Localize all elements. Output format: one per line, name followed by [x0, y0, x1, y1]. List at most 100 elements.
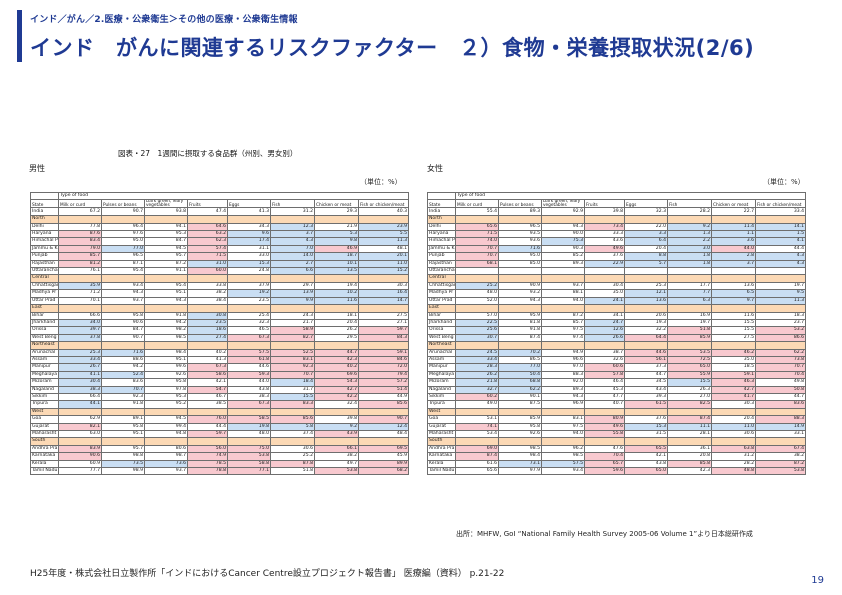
breadcrumb: インド／がん／2.医療・公衆衛生＞その他の医療・公衆衛生情報 [30, 15, 298, 25]
region-blank-cell [667, 274, 712, 283]
value-cell: 95.3 [144, 392, 188, 402]
column-header-fruits: Fruits [584, 199, 625, 209]
value-cell: 56.1 [624, 355, 668, 365]
value-cell: 20.6 [624, 311, 668, 320]
table-row: Nagaland 32.7 62.2 89.3 45.3 43.4 26.3 42.7 50.8 [427, 385, 807, 394]
region-blank-cell [667, 407, 712, 417]
state-name-cell: Chhattisgarh [427, 281, 456, 291]
value-cell: 32.4 [314, 400, 359, 409]
value-cell: 65.6 [455, 222, 499, 232]
value-cell: 76.0 [187, 415, 228, 424]
value-cell: 64.6 [187, 222, 228, 232]
region-blank-cell [314, 304, 359, 313]
value-cell: 32.3 [227, 318, 271, 328]
value-cell: 90.7 [101, 333, 145, 343]
value-cell: 76.1 [58, 267, 102, 276]
region-blank-cell [144, 304, 188, 313]
table-row: Mizoram 21.8 68.8 92.0 46.4 34.5 15.5 46.3 49.8 [427, 378, 807, 387]
value-cell: 79.4 [357, 370, 410, 380]
value-cell: 57.2 [357, 378, 410, 387]
region-blank-cell [58, 215, 102, 224]
value-cell: 21.7 [270, 318, 315, 328]
state-name-cell: Himachal P [30, 237, 59, 246]
value-cell: 31.7 [270, 385, 315, 394]
state-name-cell: Arunachal [30, 348, 59, 357]
value-cell: 29.7 [270, 281, 315, 291]
value-cell: 1.5 [754, 230, 807, 239]
region-blank-cell [187, 407, 228, 417]
value-cell: 11.4 [711, 222, 756, 232]
table-row: Maharasht 63.0 95.1 94.8 59.7 48.0 37.4 43.9 48.… [30, 429, 410, 439]
value-cell: 83.1 [541, 415, 585, 424]
region-blank-cell [584, 437, 625, 446]
value-cell: 49.7 [314, 459, 359, 469]
value-cell: 80.6 [144, 444, 188, 454]
table-row: Tamil Nadu 65.6 97.9 93.4 59.6 65.0 42.3 48.8 53… [427, 467, 807, 476]
table-row: Madhya Pr 48.0 93.2 88.1 35.0 12.1 7.7 6.5 9.5 [427, 289, 807, 298]
table-row: Madhya Pr 71.2 94.3 95.1 38.2 19.2 13.9 10.2 16.… [30, 289, 410, 298]
region-blank-cell [541, 274, 585, 283]
value-cell: 71.6 [101, 348, 145, 357]
value-cell: 95.4 [101, 267, 145, 276]
value-cell: 41.7 [711, 392, 756, 402]
region-blank-cell [498, 274, 542, 283]
value-cell: 77.1 [227, 467, 271, 476]
value-cell: 94.3 [498, 296, 542, 306]
header-blank [427, 191, 456, 201]
value-cell: 55.8 [584, 429, 625, 439]
value-cell: 19.2 [227, 289, 271, 298]
state-name-cell: Bihar [30, 311, 59, 320]
value-cell: 29.3 [314, 207, 359, 217]
value-cell: 30.3 [357, 281, 410, 291]
value-cell: 49.0 [455, 400, 499, 409]
table-row: Gujarat 74.1 95.8 97.5 49.6 15.3 11.1 11.0 14.9 [427, 422, 807, 432]
value-cell: 4.3 [754, 252, 807, 261]
value-cell: 30.8 [187, 311, 228, 320]
value-cell: 9.6 [227, 230, 271, 239]
region-label: North [30, 215, 59, 224]
value-cell: 33.4 [754, 207, 807, 217]
value-cell: 28.3 [455, 363, 499, 372]
value-cell: 89.3 [541, 385, 585, 394]
region-blank-cell [624, 437, 668, 446]
value-cell: 94.2 [101, 363, 145, 372]
value-cell [711, 267, 756, 276]
value-cell: 71.5 [187, 252, 228, 261]
state-name-cell: Maharasht [427, 429, 456, 439]
value-cell: 90.0 [541, 230, 585, 239]
value-cell: 42.1 [187, 378, 228, 387]
region-blank-cell [101, 341, 145, 350]
value-cell: 48.0 [455, 289, 499, 298]
region-blank-cell [227, 304, 271, 313]
value-cell: 84.7 [101, 326, 145, 335]
value-cell: 27.5 [711, 333, 756, 343]
region-blank-cell [498, 407, 542, 417]
table-row: Rajasthan 81.2 87.1 87.2 31.0 15.3 2.7 10.1 11.0 [30, 259, 410, 269]
value-cell: 31.2 [711, 452, 756, 461]
state-name-cell: Tripura [30, 400, 59, 409]
value-cell: 2.2 [667, 237, 712, 246]
region-blank-cell [754, 304, 807, 313]
value-cell: 69.6 [314, 370, 359, 380]
value-cell: 32.2 [624, 326, 668, 335]
value-cell: 65.7 [584, 459, 625, 469]
value-cell: 47.4 [187, 207, 228, 217]
value-cell: 22.0 [624, 222, 668, 232]
value-cell: 86.5 [498, 355, 542, 365]
value-cell: 37.6 [584, 252, 625, 261]
state-name-cell: Tripura [427, 400, 456, 409]
value-cell [667, 267, 712, 276]
value-cell: 46.2 [711, 348, 756, 357]
value-cell: 69.0 [455, 444, 499, 454]
value-cell: 59.7 [187, 429, 228, 439]
value-cell: 88.3 [754, 415, 807, 424]
region-blank-cell [498, 341, 542, 350]
region-blank-cell [187, 215, 228, 224]
value-cell: 95.7 [101, 444, 145, 454]
value-cell: 75.3 [541, 237, 585, 246]
table-row: Kerala 61.6 73.1 57.5 65.7 43.8 85.8 28.2 87.2 [427, 459, 807, 469]
value-cell: 73.5 [101, 459, 145, 469]
value-cell: 1.1 [711, 230, 756, 239]
value-cell: 18.6 [187, 326, 228, 335]
column-header-state: State [30, 199, 59, 209]
